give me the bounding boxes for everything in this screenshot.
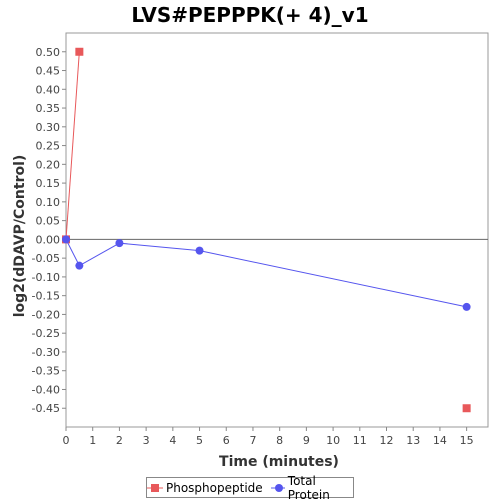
data-point-phosphopeptide	[462, 404, 471, 413]
data-point-total-protein	[62, 235, 70, 244]
x-tick-label: 9	[303, 434, 310, 447]
x-tick-label: 11	[353, 434, 367, 447]
x-tick-label: 12	[380, 434, 394, 447]
y-tick-label: -0.35	[32, 365, 60, 378]
y-tick-label: 0.35	[36, 102, 61, 115]
x-axis-title: Time (minutes)	[219, 454, 339, 470]
y-tick-label: -0.25	[32, 327, 60, 340]
y-tick-label: -0.05	[32, 252, 60, 265]
x-tick-label: 1	[89, 434, 96, 447]
legend-item-phosphopeptide: Phosphopeptide	[147, 481, 263, 495]
legend-swatch-total-protein	[270, 483, 285, 492]
axes-layer: 0.50 0.45 0.40 0.35 0.30 0.25 0.20 0.15 0.10 0.05…	[32, 32, 489, 447]
y-tick-label: 0.20	[36, 158, 61, 171]
y-tick-label: 0.45	[36, 65, 61, 78]
legend-item-total-protein: Total Protein	[270, 473, 353, 502]
y-tick-label: -0.45	[32, 402, 60, 415]
legend-swatch-phosphopeptide	[147, 483, 163, 492]
y-tick-label: -0.10	[32, 271, 60, 284]
marks-layer	[62, 47, 471, 413]
x-tick-label: 4	[169, 434, 176, 447]
data-point-total-protein	[195, 246, 204, 255]
y-tick-label: 0.25	[36, 140, 61, 153]
x-tick-label: 5	[196, 434, 203, 447]
legend-marker-total-protein	[274, 483, 283, 492]
y-axis-title: log2(dDAVP/Control)	[12, 155, 28, 318]
y-tick-label: 0.15	[36, 177, 61, 190]
y-tick-label: -0.15	[32, 290, 60, 303]
y-tick-label: 0.00	[36, 233, 61, 246]
data-point-phosphopeptide	[75, 47, 84, 56]
x-tick-label: 8	[276, 434, 283, 447]
x-tick-label: 13	[406, 434, 420, 447]
legend: Phosphopeptide Total Protein	[146, 474, 354, 502]
y-tick-label: 0.50	[36, 46, 61, 59]
x-tick-label: 15	[460, 434, 474, 447]
y-tick-label: -0.20	[32, 308, 60, 321]
x-tick-label: 10	[326, 434, 340, 447]
y-tick-label: 0.30	[36, 121, 61, 134]
y-tick-label: 0.05	[36, 215, 61, 228]
x-tick-label: 14	[433, 434, 447, 447]
legend-marker-phosphopeptide	[151, 483, 159, 492]
y-tick-label: -0.40	[32, 383, 60, 396]
series-line-phosphopeptide	[65, 51, 80, 240]
y-tick-label: -0.30	[32, 346, 60, 359]
plot-frame	[65, 32, 489, 428]
data-point-total-protein	[75, 261, 84, 270]
data-point-total-protein	[462, 302, 471, 311]
legend-label-phosphopeptide: Phosphopeptide	[166, 480, 263, 495]
legend-label-total-protein: Total Protein	[287, 473, 330, 502]
y-tick-label: 0.40	[36, 83, 61, 96]
data-point-total-protein	[115, 239, 124, 248]
x-tick-label: 3	[143, 434, 150, 447]
x-tick-label: 0	[63, 434, 70, 447]
chart-title: LVS#PEPPPK(+ 4)_v1	[131, 3, 369, 27]
y-tick-label: 0.10	[36, 196, 61, 209]
x-tick-label: 6	[223, 434, 230, 447]
x-tick-label: 7	[249, 434, 256, 447]
x-tick-label: 2	[116, 434, 123, 447]
